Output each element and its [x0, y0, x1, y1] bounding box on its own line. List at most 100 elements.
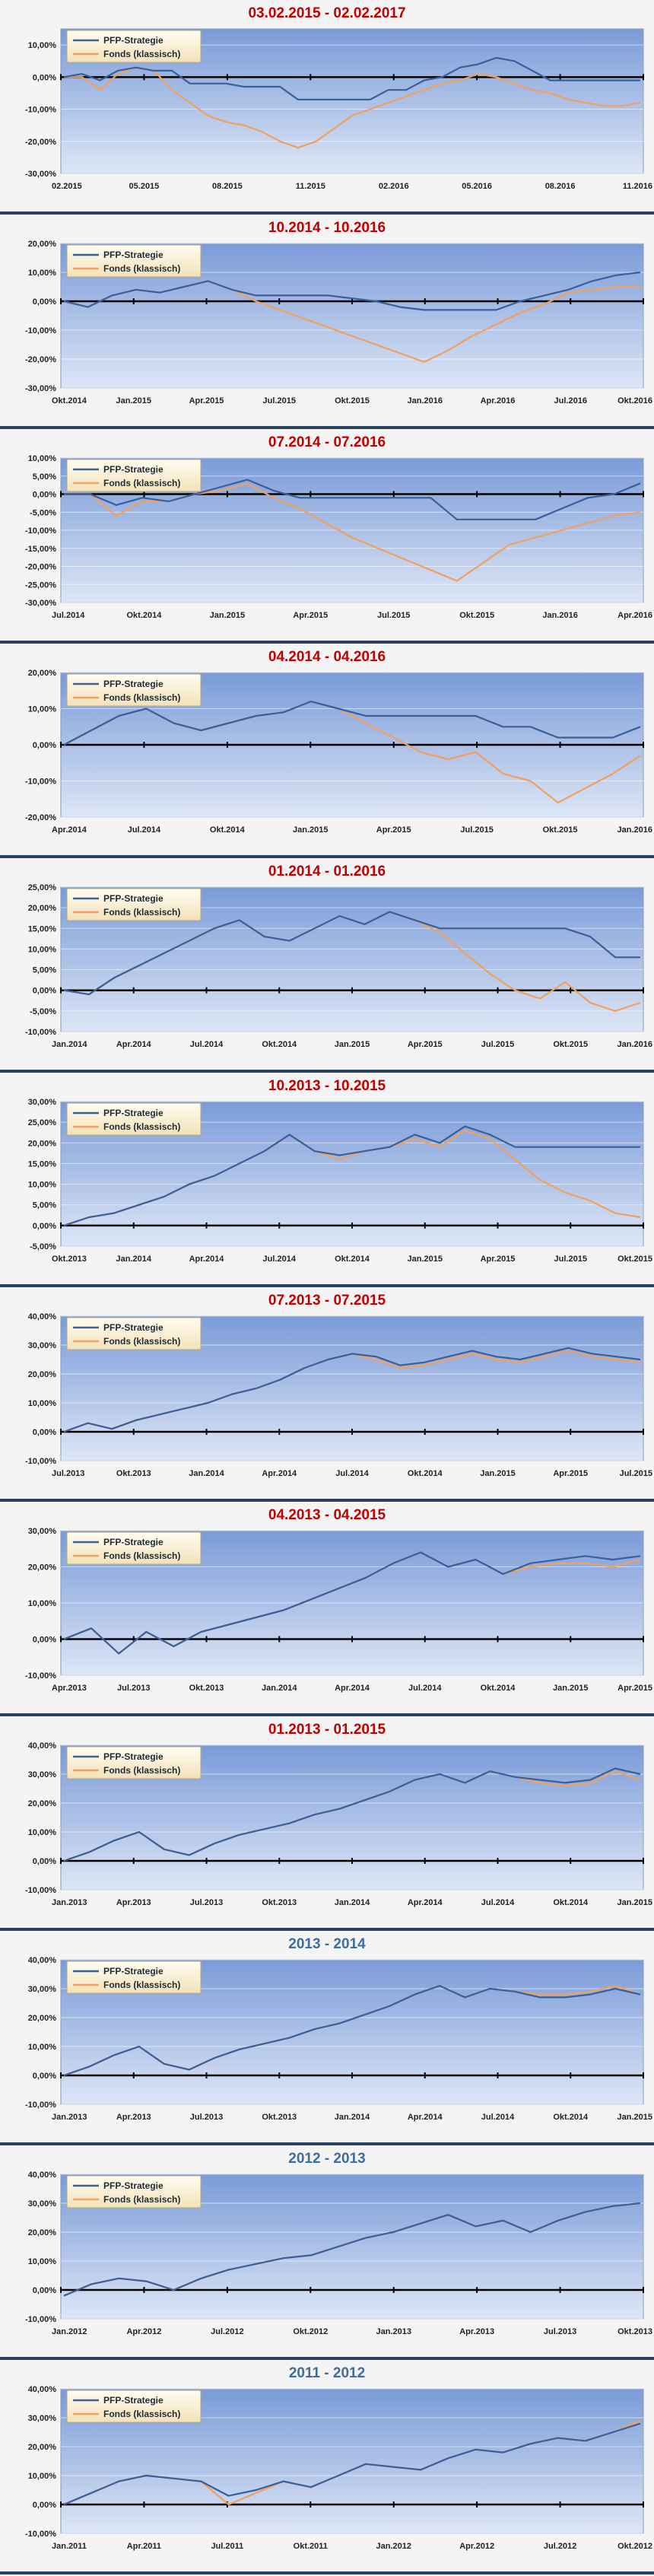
series-line — [63, 1551, 641, 1655]
chart-title: 10.2014 - 10.2016 — [268, 220, 386, 236]
x-tick-label: Apr.2012 — [126, 2327, 161, 2336]
x-tick-label: Apr.2013 — [116, 2113, 151, 2122]
x-tick-label: Okt.2014 — [210, 825, 246, 835]
legend-label: Fonds (klassisch) — [103, 907, 180, 918]
legend-label: PFP-Strategie — [103, 35, 164, 46]
chart-title: 07.2014 - 07.2016 — [268, 434, 386, 450]
chart-svg: 10.2013 - 10.2015 30,00% 25,00% 20,00% 15,00… — [28, 1078, 652, 1264]
legend-label: PFP-Strategie — [103, 679, 164, 689]
chart-panel: 10.2013 - 10.2015 30,00% 25,00% 20,00% 15,00… — [0, 1073, 654, 1287]
chart-svg: 2012 - 2013 40,00% 30,00% 20,00% 10,00% 0,00%… — [25, 2151, 652, 2336]
x-tick-label: Jul.2014 — [128, 825, 161, 835]
legend-box — [66, 1746, 202, 1779]
y-tick-label: 10,00% — [28, 945, 57, 954]
legend-box — [66, 1961, 202, 1994]
x-tick-label: Okt.2012 — [293, 2327, 328, 2336]
y-tick-label: 10,00% — [28, 1399, 57, 1408]
y-tick-label: 10,00% — [28, 1599, 57, 1608]
y-tick-label: 40,00% — [28, 2171, 57, 2180]
chart-svg: 07.2013 - 07.2015 40,00% 30,00% 20,00% 10,00… — [25, 1293, 652, 1478]
legend-box — [66, 1531, 202, 1565]
x-tick-label: Jan.2014 — [189, 1469, 224, 1478]
legend-box — [66, 673, 202, 707]
x-tick-label: Jan.2015 — [617, 2113, 652, 2122]
x-tick-label: Jul.2014 — [335, 1469, 369, 1478]
chart-svg: 2011 - 2012 40,00% 30,00% 20,00% 10,00% 0,00%… — [25, 2365, 652, 2551]
chart-svg: 04.2014 - 04.2016 20,00% 10,00% 0,00% -10,00… — [25, 649, 652, 835]
chart-panel: 01.2014 - 01.2016 25,00% 20,00% 15,00% 10,00… — [0, 858, 654, 1073]
legend-box — [66, 459, 202, 492]
legend-label: Fonds (klassisch) — [103, 2409, 180, 2419]
y-tick-label: -30,00% — [25, 599, 56, 608]
chart-panel: 03.02.2015 - 02.02.2017 10,00% 0,00% -10,00… — [0, 0, 654, 215]
x-tick-label: Apr.2014 — [189, 1255, 225, 1264]
legend-box — [66, 888, 202, 921]
chart-panel: 04.2014 - 04.2016 20,00% 10,00% 0,00% -10,00… — [0, 644, 654, 858]
y-tick-label: 20,00% — [28, 2228, 57, 2237]
x-tick-label: Okt.2013 — [617, 2327, 652, 2336]
legend-label: PFP-Strategie — [103, 893, 164, 904]
y-tick-label: 40,00% — [28, 2385, 57, 2394]
y-tick-label: -10,00% — [25, 326, 56, 336]
x-tick-label: Jul.2014 — [190, 1040, 224, 1049]
legend-label: Fonds (klassisch) — [103, 2194, 180, 2205]
x-tick-label: Jan.2016 — [408, 396, 443, 405]
x-tick-label: Apr.2015 — [481, 1255, 516, 1264]
chart-title: 03.02.2015 - 02.02.2017 — [248, 5, 405, 21]
x-tick-label: Okt.2013 — [52, 1255, 87, 1264]
chart-title: 2011 - 2012 — [289, 2365, 365, 2381]
chart-title: 01.2014 - 01.2016 — [268, 863, 386, 879]
x-tick-label: Jul.2015 — [620, 1469, 652, 1478]
series-line — [64, 479, 641, 520]
y-tick-label: 15,00% — [28, 924, 57, 933]
x-tick-label: 05.2016 — [462, 182, 492, 191]
y-tick-label: 30,00% — [28, 2414, 57, 2423]
y-tick-label: 10,00% — [28, 2043, 57, 2052]
legend-label: PFP-Strategie — [103, 1108, 164, 1118]
legend-box — [66, 30, 202, 63]
series-line — [63, 700, 641, 746]
x-tick-label: Jan.2015 — [335, 1040, 370, 1049]
x-tick-label: Okt.2013 — [116, 1469, 151, 1478]
y-tick-label: 20,00% — [28, 1799, 57, 1808]
chart-svg: 01.2013 - 01.2015 40,00% 30,00% 20,00% 10,00… — [25, 1722, 652, 1907]
x-tick-label: Okt.2015 — [335, 396, 370, 405]
y-tick-label: -5,00% — [30, 508, 56, 517]
legend-label: PFP-Strategie — [103, 1751, 164, 1762]
y-tick-label: 30,00% — [28, 1098, 57, 1107]
chart-panel: 07.2014 - 07.2016 10,00% 5,00% 0,00% -5,00% -… — [0, 429, 654, 644]
chart-title: 10.2013 - 10.2015 — [268, 1078, 386, 1094]
x-tick-label: Apr.2014 — [52, 825, 87, 835]
x-tick-label: Apr.2015 — [189, 396, 224, 405]
series-line — [63, 1347, 641, 1433]
legend-box — [66, 1102, 202, 1136]
y-tick-label: -20,00% — [25, 138, 56, 147]
chart-title: 2012 - 2013 — [288, 2151, 365, 2167]
y-tick-label: -10,00% — [25, 2315, 56, 2324]
y-tick-label: 0,00% — [33, 2072, 56, 2081]
legend-label: Fonds (klassisch) — [103, 1765, 180, 1776]
y-tick-label: -10,00% — [25, 526, 56, 536]
x-tick-label: Okt.2016 — [617, 396, 652, 405]
x-tick-label: Apr.2016 — [617, 611, 652, 620]
y-tick-label: 30,00% — [28, 2199, 57, 2209]
y-tick-label: 20,00% — [28, 1370, 57, 1379]
y-tick-label: -10,00% — [25, 778, 56, 787]
x-tick-label: Jul.2011 — [211, 2542, 243, 2551]
x-tick-label: Jan.2015 — [116, 396, 151, 405]
legend-label: PFP-Strategie — [103, 464, 164, 475]
y-tick-label: 10,00% — [28, 2472, 57, 2481]
legend-label: PFP-Strategie — [103, 2395, 164, 2406]
x-tick-label: Jul.2013 — [544, 2327, 576, 2336]
x-tick-label: Jan.2014 — [262, 1684, 297, 1693]
legend-label: PFP-Strategie — [103, 2180, 164, 2191]
legend-label: Fonds (klassisch) — [103, 1336, 180, 1347]
x-tick-label: Okt.2014 — [335, 1255, 370, 1264]
y-tick-label: 30,00% — [28, 1770, 57, 1779]
x-tick-label: Apr.2014 — [262, 1469, 297, 1478]
x-tick-label: Apr.2014 — [335, 1684, 370, 1693]
y-tick-label: -10,00% — [25, 1028, 56, 1037]
chart-panel: 2013 - 2014 40,00% 30,00% 20,00% 10,00% 0,00%… — [0, 1931, 654, 2145]
legend-label: Fonds (klassisch) — [103, 1980, 180, 1990]
